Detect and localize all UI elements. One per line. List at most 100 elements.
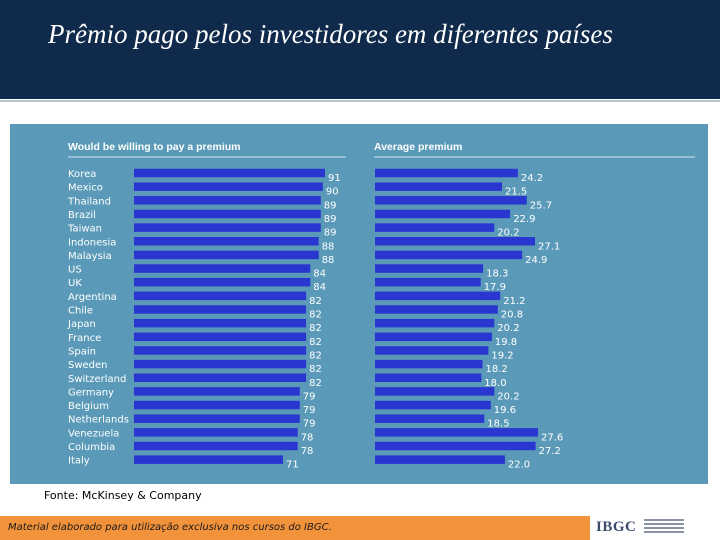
category-label: Spain xyxy=(68,346,96,357)
category-label: Indonesia xyxy=(68,237,116,248)
willing-value-label: 79 xyxy=(303,405,316,416)
premium-bar xyxy=(375,305,498,314)
willing-value-label: 89 xyxy=(324,214,337,225)
premium-bar xyxy=(375,346,489,355)
source-note: Fonte: McKinsey & Company xyxy=(44,489,202,502)
premium-bar xyxy=(375,373,482,382)
willing-chart-title: Would be willing to pay a premium xyxy=(68,141,241,153)
premium-value-label: 22.9 xyxy=(513,214,535,225)
footer-note: Material elaborado para utilização exclu… xyxy=(8,522,332,533)
willing-value-label: 88 xyxy=(322,241,335,252)
premium-value-label: 18.2 xyxy=(486,364,508,375)
category-label: France xyxy=(68,333,101,344)
premium-chart: Would be willing to pay a premium 91 90 89 8… xyxy=(67,141,695,471)
willing-bar xyxy=(134,400,300,410)
premium-value-label: 20.2 xyxy=(497,228,519,239)
willing-bar xyxy=(134,346,307,355)
willing-value-label: 90 xyxy=(326,187,339,198)
category-label: Germany xyxy=(68,387,114,398)
header-bar: Prêmio pago pelos investidores em difere… xyxy=(0,0,720,96)
logo-text: IBGC xyxy=(596,519,637,535)
premium-bar xyxy=(375,209,511,219)
category-label: Thailand xyxy=(67,196,111,207)
willing-bar xyxy=(134,359,307,369)
premium-value-label: 21.5 xyxy=(505,187,527,198)
header-divider-light xyxy=(0,100,720,102)
category-label: Japan xyxy=(67,319,96,330)
category-label: Netherlands xyxy=(68,415,129,426)
premium-bar xyxy=(375,291,501,301)
category-label: US xyxy=(68,265,82,276)
willing-bar xyxy=(134,182,323,191)
premium-value-label: 24.2 xyxy=(521,173,543,184)
premium-value-label: 20.8 xyxy=(501,310,523,321)
willing-bar xyxy=(134,291,307,301)
category-label: Taiwan xyxy=(67,224,102,235)
willing-value-label: 82 xyxy=(309,310,322,321)
premium-value-label: 19.6 xyxy=(494,405,516,416)
willing-bar xyxy=(134,332,307,342)
premium-value-label: 18.3 xyxy=(486,269,508,280)
willing-bar xyxy=(134,414,300,423)
willing-value-label: 78 xyxy=(301,446,314,457)
premium-bar xyxy=(375,400,491,410)
premium-value-label: 20.2 xyxy=(497,391,519,402)
logo-mark-icon xyxy=(644,519,684,535)
category-label: Korea xyxy=(68,169,96,180)
category-label: Columbia xyxy=(68,442,115,453)
premium-value-label: 22.0 xyxy=(508,460,530,471)
category-label: Brazil xyxy=(68,210,96,221)
willing-value-label: 82 xyxy=(309,350,322,361)
premium-bar xyxy=(375,332,492,342)
category-label: Venezuela xyxy=(68,428,119,439)
willing-bar xyxy=(134,277,311,287)
premium-bar xyxy=(375,223,495,232)
footer-bar: Material elaborado para utilização exclu… xyxy=(0,516,590,540)
premium-bar xyxy=(375,264,484,273)
willing-value-label: 84 xyxy=(313,269,326,280)
willing-bar xyxy=(134,455,283,464)
willing-value-label: 79 xyxy=(303,419,316,430)
category-label: Sweden xyxy=(68,360,108,371)
premium-bar xyxy=(375,455,505,464)
premium-value-label: 27.2 xyxy=(539,446,561,457)
willing-bar xyxy=(134,237,319,246)
willing-bar xyxy=(134,387,300,396)
premium-bar xyxy=(375,414,485,423)
premium-value-label: 19.2 xyxy=(491,350,513,361)
willing-bar xyxy=(134,223,321,232)
page-title: Prêmio pago pelos investidores em difere… xyxy=(48,19,613,49)
willing-bar xyxy=(134,441,298,451)
willing-value-label: 82 xyxy=(309,378,322,389)
willing-bar xyxy=(134,428,298,437)
willing-value-label: 84 xyxy=(313,282,326,293)
premium-bar xyxy=(375,182,502,191)
premium-chart-title: Average premium xyxy=(374,141,462,153)
premium-value-label: 27.6 xyxy=(541,432,563,443)
willing-value-label: 82 xyxy=(309,337,322,348)
willing-bar xyxy=(134,373,307,382)
premium-bar xyxy=(375,168,518,178)
willing-value-label: 82 xyxy=(309,364,322,375)
premium-value-label: 18.5 xyxy=(487,419,509,430)
willing-value-label: 79 xyxy=(303,391,316,402)
category-label: Italy xyxy=(68,456,90,467)
premium-bar xyxy=(375,196,527,205)
willing-value-label: 82 xyxy=(309,323,322,334)
premium-bar xyxy=(375,237,535,246)
willing-value-label: 78 xyxy=(301,432,314,443)
willing-value-label: 88 xyxy=(322,255,335,266)
category-label: UK xyxy=(68,278,82,289)
willing-bar xyxy=(134,264,311,273)
category-label: Switzerland xyxy=(68,374,126,385)
category-label: Argentina xyxy=(68,292,117,303)
willing-bar xyxy=(134,250,319,260)
premium-value-label: 19.8 xyxy=(495,337,517,348)
category-label: Belgium xyxy=(68,401,109,412)
willing-value-label: 89 xyxy=(324,200,337,211)
willing-bar xyxy=(134,209,321,219)
category-label: Chile xyxy=(68,306,93,317)
ibgc-logo: IBGC xyxy=(596,517,716,539)
willing-value-label: 89 xyxy=(324,228,337,239)
premium-bar xyxy=(375,359,483,369)
